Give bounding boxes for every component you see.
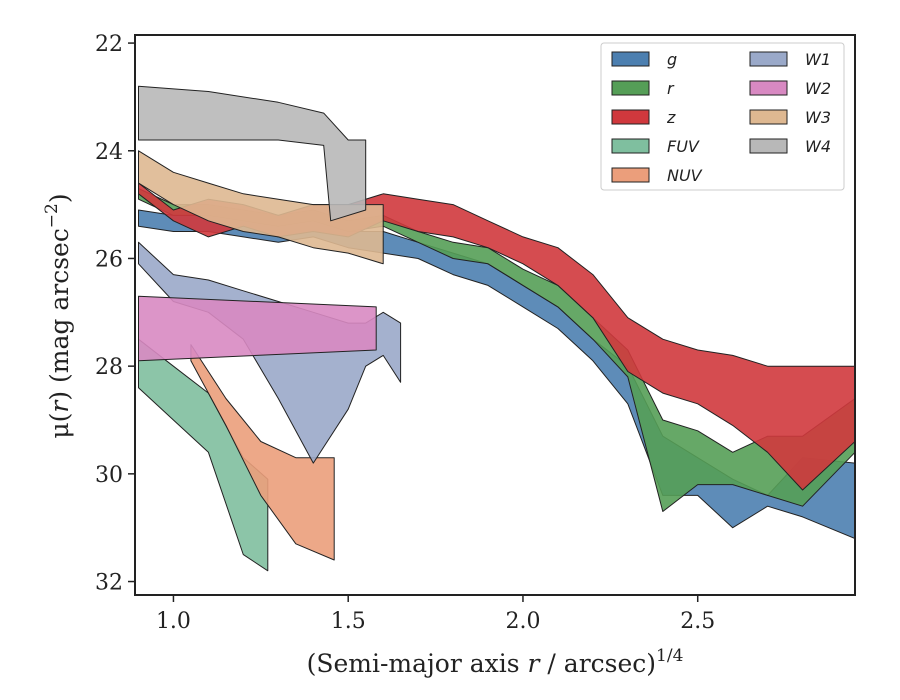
- y-tick-label: 32: [95, 571, 123, 596]
- band-nuv: [190, 344, 335, 561]
- legend-label-fuv: FUV: [667, 137, 700, 156]
- legend: grz FUV NUV W1 W2 W3 W4: [600, 42, 845, 191]
- band-fuv: [138, 338, 269, 572]
- legend-label-w4: W4: [805, 137, 831, 156]
- x-axis-label: (Semi-major axis r / arcsec)1/4: [307, 646, 684, 678]
- y-tick-label: 30: [95, 463, 123, 488]
- legend-label-w1: W1: [805, 50, 831, 69]
- plot-frame: [134, 34, 856, 596]
- legend-swatch-w2: [749, 80, 788, 96]
- x-tick-label: 2.0: [505, 609, 540, 634]
- legend-swatch-fuv: [611, 138, 650, 154]
- legend-label-r: r: [667, 79, 675, 98]
- legend-label-g: g: [667, 50, 677, 69]
- legend-swatch-nuv: [611, 167, 650, 183]
- band-w4: [138, 85, 367, 222]
- x-tick-label: 1.5: [331, 609, 366, 634]
- band-w2: [138, 295, 377, 362]
- legend-label-w2: W2: [805, 79, 831, 98]
- series-bands: [138, 85, 855, 572]
- legend-swatch-w3: [749, 109, 788, 125]
- x-tick-label: 2.5: [680, 609, 715, 634]
- y-axis-label: μ(r) (mag arcsec−2): [42, 193, 74, 438]
- legend-label-nuv: NUV: [667, 166, 703, 185]
- legend-swatch-z: [611, 109, 650, 125]
- legend-swatch-w4: [749, 138, 788, 154]
- legend-label-z: z: [666, 108, 676, 127]
- legend-swatch-r: [611, 80, 650, 96]
- y-tick-label: 22: [95, 32, 123, 57]
- legend-label-w3: W3: [805, 108, 831, 127]
- y-tick-label: 24: [95, 140, 123, 165]
- y-tick-label: 28: [95, 355, 123, 380]
- legend-swatch-w1: [749, 51, 788, 67]
- y-tick-label: 26: [95, 247, 123, 272]
- axis-ticks: 1.0 1.5 2.0 2.5 22 24 26 28 30 32: [95, 32, 715, 634]
- band-w3: [138, 150, 384, 265]
- legend-swatch-g: [611, 51, 650, 67]
- x-tick-label: 1.0: [156, 609, 191, 634]
